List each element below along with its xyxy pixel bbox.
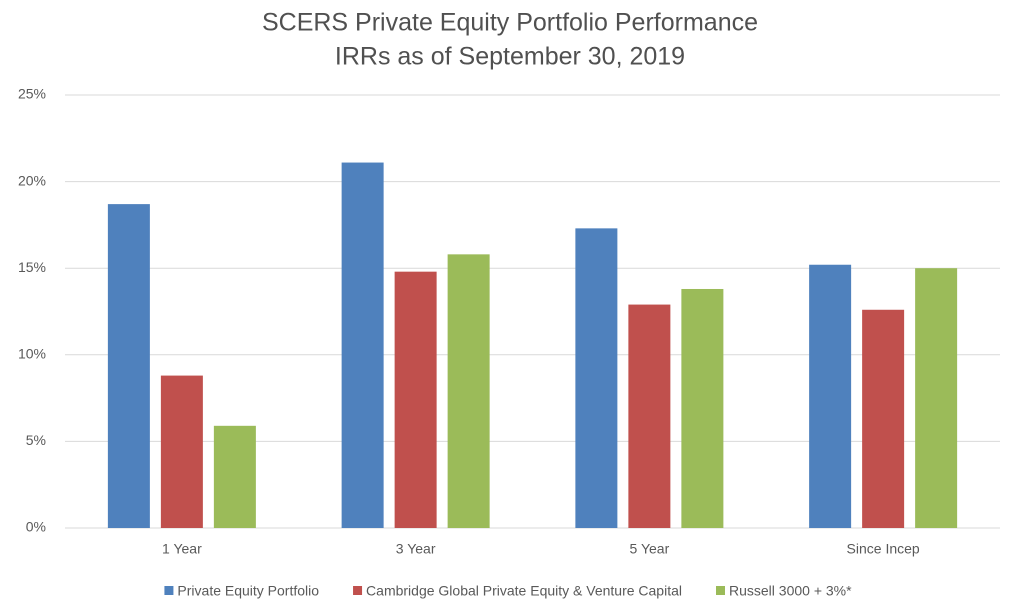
legend-swatch bbox=[716, 586, 725, 595]
legend-swatch bbox=[353, 586, 363, 595]
y-tick-label: 20% bbox=[18, 172, 46, 188]
y-tick-label: 5% bbox=[26, 432, 46, 448]
y-tick-label: 25% bbox=[18, 86, 46, 102]
bar bbox=[341, 162, 384, 528]
y-tick-label: 0% bbox=[26, 519, 46, 535]
bar bbox=[575, 228, 618, 528]
bar bbox=[394, 271, 437, 528]
x-tick-label: 1 Year bbox=[162, 541, 202, 557]
chart-subtitle: IRRs as of September 30, 2019 bbox=[335, 43, 685, 71]
chart-title: SCERS Private Equity Portfolio Performan… bbox=[262, 9, 758, 37]
legend-label: Cambridge Global Private Equity & Ventur… bbox=[366, 583, 682, 599]
bar bbox=[628, 304, 671, 528]
bar bbox=[915, 268, 958, 528]
legend-label: Private Equity Portfolio bbox=[177, 583, 319, 599]
y-tick-label: 10% bbox=[18, 346, 46, 362]
bar bbox=[447, 254, 490, 528]
y-tick-label: 15% bbox=[18, 259, 46, 275]
legend-swatch bbox=[164, 586, 174, 595]
bar bbox=[107, 204, 150, 528]
x-tick-label: 5 Year bbox=[630, 541, 670, 557]
x-tick-label: 3 Year bbox=[396, 541, 436, 557]
bar bbox=[681, 288, 724, 528]
legend-label: Russell 3000 + 3%* bbox=[729, 583, 852, 599]
bar bbox=[809, 264, 852, 528]
bar bbox=[862, 309, 905, 528]
x-tick-label: Since Incep bbox=[847, 541, 920, 557]
bar bbox=[160, 375, 203, 528]
bar bbox=[213, 425, 256, 528]
